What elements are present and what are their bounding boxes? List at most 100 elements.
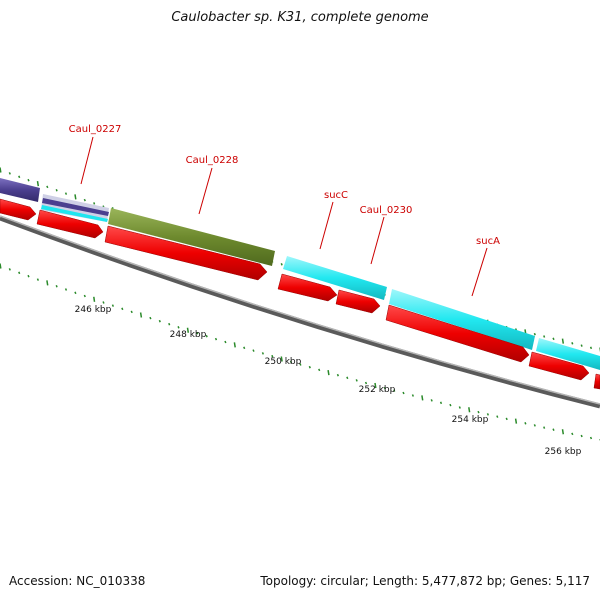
tick-mark (36, 180, 40, 187)
feature-ring (0, 178, 600, 370)
tick-mark (468, 407, 471, 413)
tick-mark (318, 368, 321, 372)
tick-mark (421, 395, 424, 401)
tick-mark (458, 406, 461, 409)
tick-mark (327, 369, 330, 376)
feature-block-cyan (389, 289, 535, 350)
cds-arrow (335, 289, 381, 314)
tick-mark (580, 344, 583, 347)
cds-arrow (277, 273, 338, 302)
tick-mark (224, 340, 227, 344)
tick-mark (121, 307, 124, 311)
backbone-ring (0, 215, 600, 409)
tick-mark (243, 346, 246, 350)
kbp-label: 248 kbp (170, 330, 207, 340)
tick-mark (430, 399, 433, 402)
tick-mark (580, 434, 583, 438)
tick-mark (571, 342, 574, 345)
tick-mark (74, 194, 77, 200)
cds-arrow (385, 304, 530, 363)
tick-mark (83, 294, 86, 298)
tick-mark (308, 365, 311, 369)
kbp-label: 254 kbp (452, 415, 489, 425)
tick-mark (346, 376, 349, 380)
tick-mark (533, 424, 536, 427)
cds-ring (0, 198, 600, 390)
tick-mark (36, 278, 39, 281)
tick-mark (571, 432, 574, 436)
cds-arrow (36, 209, 104, 239)
feature-block-mixed-stripe (41, 205, 108, 222)
gene-label: sucA (476, 236, 500, 247)
tick-mark (589, 346, 593, 350)
feature-block-olive (108, 208, 275, 266)
tick-mark (55, 189, 58, 192)
tick-mark (27, 178, 30, 182)
tick-mark (205, 334, 208, 338)
tick-mark (0, 263, 2, 269)
kbp-label: 246 kbp (75, 305, 112, 315)
tick-mark (486, 413, 489, 416)
tick-mark (449, 403, 452, 407)
tick-mark (252, 349, 255, 352)
tick-mark (64, 288, 68, 291)
tick-mark (589, 436, 593, 440)
tick-mark (46, 280, 49, 286)
tick-mark (74, 291, 77, 295)
feature-block-cyan (283, 256, 387, 300)
tick-mark (393, 389, 396, 392)
cds-arrow (528, 351, 590, 381)
gene-label: sucC (324, 190, 348, 201)
gene-label: Caul_0227 (69, 124, 122, 135)
tick-mark (552, 337, 555, 341)
tick-mark (130, 310, 133, 314)
tick-mark (505, 417, 508, 421)
tick-mark (299, 363, 302, 366)
tick-mark (496, 415, 499, 418)
tick-mark (280, 356, 283, 362)
tick-mark (439, 401, 443, 405)
tick-mark (55, 284, 58, 288)
tick-mark (289, 360, 293, 364)
tick-mark (27, 274, 30, 278)
gene-label-group: Caul_0227 Caul_0228 sucC Caul_0230 sucA (69, 124, 500, 297)
tick-mark (102, 301, 105, 304)
tick-mark (524, 422, 527, 425)
tick-mark (477, 410, 480, 414)
cds-arrow (104, 225, 268, 281)
genome-stats-text: Topology: circular; Length: 5,477,872 bp… (260, 574, 590, 588)
tick-mark (374, 382, 377, 389)
tick-mark (83, 198, 86, 202)
tick-mark (233, 342, 236, 348)
tick-mark (158, 319, 161, 323)
kbp-label: 250 kbp (265, 357, 302, 367)
cds-arrow (0, 198, 37, 221)
tick-mark (261, 352, 264, 355)
feature-block-purple (0, 178, 40, 202)
accession-text: Accession: NC_010338 (9, 574, 146, 588)
tick-mark (411, 394, 414, 397)
tick-mark (364, 381, 368, 385)
tick-mark (0, 167, 2, 173)
tick-mark (93, 202, 96, 205)
tick-mark (8, 268, 11, 271)
tick-mark (383, 386, 386, 390)
tick-mark (561, 429, 565, 435)
tick-mark (46, 185, 49, 189)
tick-mark (561, 338, 565, 344)
tick-mark (139, 312, 143, 318)
map-title: Caulobacter sp. K31, complete genome (171, 10, 429, 25)
feature-block-cyan (536, 338, 600, 370)
tick-mark (177, 326, 180, 329)
tick-mark (543, 426, 546, 429)
tick-mark (336, 373, 339, 377)
tick-mark (196, 331, 199, 335)
cds-arrow (593, 373, 600, 390)
tick-mark (186, 327, 190, 333)
tick-mark (111, 304, 114, 307)
tick-mark (18, 271, 21, 275)
feature-block-mixed-stripe (42, 198, 109, 216)
tick-mark (533, 332, 536, 336)
tick-mark (214, 337, 218, 341)
